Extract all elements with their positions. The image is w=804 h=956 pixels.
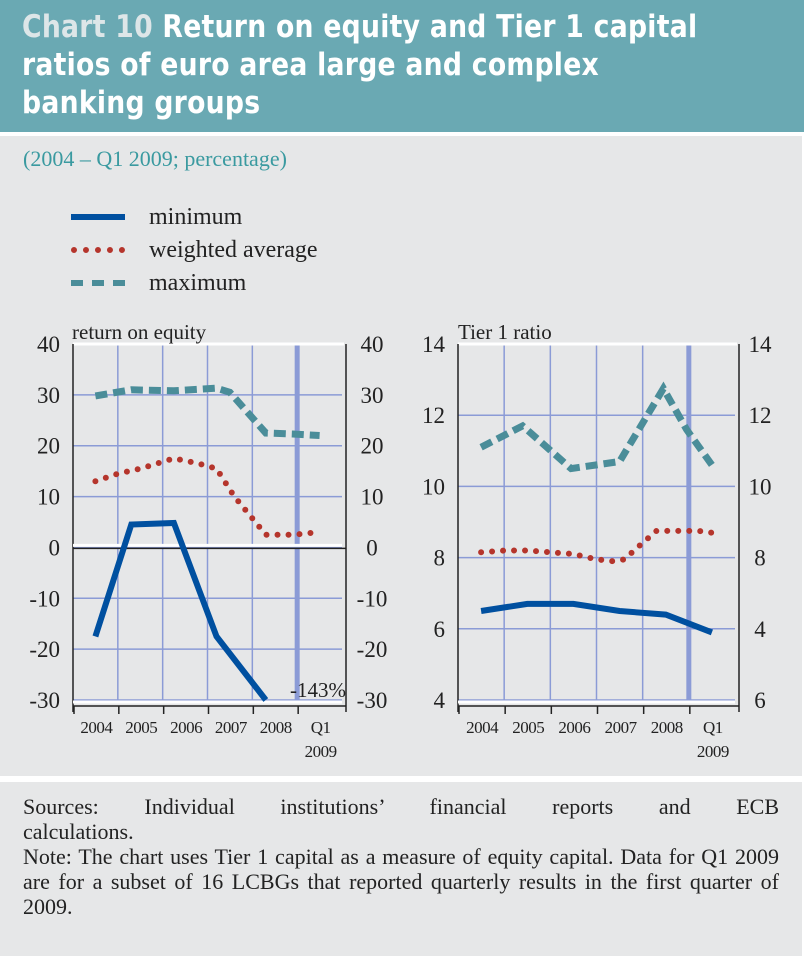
chart-tier-1-ratio: 14 14 12 12 10 10 8 8 6 4 4 6 2004 2005 2006 2007 2008 Q1… <box>422 320 772 761</box>
x-tick-label: 2006 <box>170 718 202 737</box>
y-tick-label-left: 20 <box>37 434 60 459</box>
y-tick-label-right: 10 <box>361 485 384 510</box>
y-tick-label-left: -10 <box>29 586 60 611</box>
series-weighted-average <box>478 527 715 565</box>
y-tick-label-left: 0 <box>49 535 61 560</box>
x-tick-label: 2008 <box>260 718 292 737</box>
chart-number: Chart 10 <box>22 9 153 45</box>
y-tick-label-right: -20 <box>357 637 388 662</box>
note-text: Note: The chart uses Tier 1 capital as a… <box>23 844 779 919</box>
title-line-2: ratios of euro area large and complex <box>22 47 599 83</box>
y-tick-label-right: 4 <box>754 617 766 642</box>
x-tick-label: Q1 <box>311 718 331 737</box>
y-tick-label-left: -30 <box>29 688 60 713</box>
y-tick-label-right: 6 <box>754 688 766 713</box>
legend-item-minimum: minimum <box>71 202 242 232</box>
chart-panel <box>0 136 802 776</box>
y-tick-label-right: -10 <box>357 586 388 611</box>
x-tick-label: 2007 <box>215 718 248 737</box>
x-tick-label: 2006 <box>558 718 590 737</box>
x-tick-label: 2007 <box>605 718 638 737</box>
x-tick-label: 2005 <box>125 718 157 737</box>
y-tick-label-left: 6 <box>434 617 446 642</box>
title-line-3: banking groups <box>22 85 261 121</box>
y-tick-label-left: 40 <box>37 332 60 357</box>
series-weighted-average <box>92 455 323 538</box>
y-tick-label-right: 12 <box>749 403 772 428</box>
chart-footer: Sources: Individual institutions’ financ… <box>0 782 802 956</box>
chart-header: Chart 10 Return on equity and Tier 1 cap… <box>0 0 804 132</box>
x-tick-label: 2005 <box>512 718 544 737</box>
y-tick-label-left: 10 <box>37 485 60 510</box>
sources-line-1: Sources: Individual institutions’ financ… <box>23 794 779 819</box>
x-tick-label: 2004 <box>466 718 499 737</box>
y-tick-label-right: 14 <box>749 332 773 357</box>
y-tick-label-left: 8 <box>434 546 446 571</box>
y-tick-label-right: 10 <box>749 474 772 499</box>
series-maximum <box>479 381 715 473</box>
legend-swatch-maximum <box>71 280 125 286</box>
legend-swatch-minimum <box>71 214 125 220</box>
y-tick-label-left: 12 <box>422 403 445 428</box>
series-minimum <box>92 519 269 702</box>
x-tick-label: 2009 <box>305 742 337 761</box>
y-tick-label-right: 20 <box>361 434 384 459</box>
y-tick-label-right: 30 <box>361 383 384 408</box>
x-tick-label: 2004 <box>80 718 113 737</box>
title-line-1: Return on equity and Tier 1 capital <box>162 9 698 45</box>
legend-label: maximum <box>149 269 247 296</box>
y-tick-label-left: -20 <box>29 637 60 662</box>
legend-item-weighted-average: weighted average <box>71 235 318 265</box>
sources-line-2: calculations. <box>23 819 134 844</box>
x-tick-label: 2008 <box>651 718 683 737</box>
x-tick-label: 2009 <box>697 742 729 761</box>
y-tick-label-right: 0 <box>366 535 378 560</box>
y-tick-label-right: 8 <box>754 546 766 571</box>
y-tick-label-left: 4 <box>434 688 446 713</box>
y-tick-label-left: 14 <box>422 332 446 357</box>
y-tick-label-right: 40 <box>361 332 384 357</box>
legend-item-maximum: maximum <box>71 268 246 298</box>
legend-label: weighted average <box>149 236 318 263</box>
y-tick-label-left: 10 <box>422 474 445 499</box>
chart-title: Chart 10 Return on equity and Tier 1 cap… <box>22 8 787 122</box>
chart-return-on-equity: 40 40 30 30 20 20 10 10 0 0 -10 -10 -20 -20 -30 -30 2004… <box>29 320 387 761</box>
legend-label: minimum <box>149 203 243 230</box>
annotation-label: -143% <box>290 678 346 702</box>
charts-canvas: 40 40 30 30 20 20 10 10 0 0 -10 -10 -20 -20 -30 -30 2004… <box>29 320 772 761</box>
panel-title: Tier 1 ratio <box>458 320 552 344</box>
chart-subtitle: (2004 – Q1 2009; percentage) <box>23 146 287 171</box>
y-tick-label-right: -30 <box>357 688 388 713</box>
series-maximum <box>94 384 320 439</box>
panel-title: return on equity <box>72 320 207 344</box>
x-tick-label: Q1 <box>703 718 723 737</box>
y-tick-label-left: 30 <box>37 383 60 408</box>
series-minimum <box>480 600 713 636</box>
legend-swatch-weighted-average <box>71 247 125 253</box>
